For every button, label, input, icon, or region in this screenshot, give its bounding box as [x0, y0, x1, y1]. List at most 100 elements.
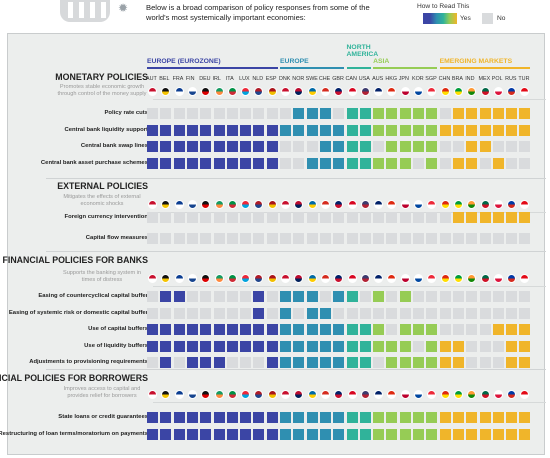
policy-cell	[466, 232, 478, 244]
region-line-na	[346, 67, 371, 69]
policy-cell	[226, 157, 238, 169]
policy-cell	[306, 412, 318, 423]
policy-cell	[373, 232, 385, 244]
policy-cell	[226, 412, 238, 423]
region-label-eu: EUROPE (EUROZONE)	[147, 58, 221, 65]
policy-cell	[346, 340, 358, 352]
policy-cell	[399, 141, 411, 152]
policy-cell	[333, 412, 345, 423]
section-subtitle: Promotes stable economic growth through …	[57, 84, 147, 97]
flag-icon	[374, 274, 384, 283]
policy-cell	[346, 291, 358, 302]
top-area: ✹ Below is a broad comparison of policy …	[0, 0, 550, 32]
policy-cell	[399, 232, 411, 244]
policy-cell	[173, 324, 185, 335]
flag-icon	[453, 87, 463, 96]
policy-row-label: Use of capital buffers	[88, 326, 148, 332]
flag-icon	[320, 87, 330, 96]
flag-icon	[214, 274, 224, 283]
policy-cell	[359, 232, 371, 244]
policy-cell	[426, 324, 438, 335]
policy-cell	[147, 124, 158, 136]
policy-cell	[426, 141, 438, 152]
policy-cell	[506, 212, 518, 223]
country-code: NLD	[252, 76, 264, 82]
gear-icon: ✹	[118, 1, 129, 15]
flag-icon	[281, 200, 290, 209]
policy-cell	[173, 232, 185, 244]
policy-cell	[200, 212, 212, 223]
flag-row-separator	[153, 402, 546, 403]
policy-cell	[413, 232, 424, 244]
policy-cell	[147, 157, 158, 169]
legend-no-label: No	[497, 15, 506, 22]
flag-icon	[241, 390, 251, 399]
policy-cell	[253, 141, 265, 152]
policy-cell	[319, 232, 331, 244]
flag-icon	[201, 200, 211, 209]
policy-cell	[386, 324, 398, 335]
policy-cell	[293, 412, 305, 423]
policy-cell	[492, 108, 504, 119]
policy-cell	[253, 291, 265, 302]
flag-icon	[387, 200, 397, 209]
flag-icon	[227, 200, 237, 209]
flag-icon	[241, 87, 251, 96]
policy-cell	[519, 357, 531, 368]
policy-cell	[226, 124, 238, 136]
policy-cell	[319, 157, 331, 169]
policy-cell	[173, 157, 185, 169]
policy-row-label: Policy rate cuts	[104, 110, 148, 116]
policy-cell	[506, 291, 518, 302]
policy-cell	[173, 357, 185, 368]
policy-row-label: Adjustments to provisioning requirements	[29, 359, 148, 365]
country-code: RUS	[505, 76, 517, 82]
policy-cell	[226, 307, 238, 319]
flag-icon	[320, 390, 330, 399]
policy-cell	[399, 124, 411, 136]
policy-cell	[213, 157, 225, 169]
policy-cell	[200, 141, 212, 152]
flag-icon	[480, 87, 490, 96]
policy-cell	[147, 108, 158, 119]
country-code: NOR	[292, 76, 305, 82]
flag-icon	[148, 87, 157, 96]
policy-cell	[213, 324, 225, 335]
policy-cell	[226, 291, 238, 302]
flag-icon	[294, 390, 304, 399]
policy-cell	[253, 324, 265, 335]
policy-cell	[213, 307, 225, 319]
policy-cell	[519, 212, 531, 223]
policy-cell	[413, 108, 424, 119]
flag-icon	[281, 390, 290, 399]
policy-row-label: State loans or credit guarantees	[58, 414, 148, 420]
policy-cell	[466, 428, 478, 440]
flag-icon	[414, 200, 423, 209]
flag-icon	[254, 390, 264, 399]
country-code: SGP	[425, 76, 437, 82]
flag-icon	[427, 87, 437, 96]
flag-icon	[440, 200, 450, 209]
policy-cell	[399, 412, 411, 423]
policy-cell	[413, 124, 424, 136]
flag-icon	[281, 87, 290, 96]
policy-cell	[186, 291, 198, 302]
policy-cell	[200, 232, 212, 244]
policy-cell	[413, 324, 424, 335]
policy-cell	[413, 428, 424, 440]
policy-cell	[386, 157, 398, 169]
flag-icon	[201, 274, 211, 283]
policy-cell	[186, 357, 198, 368]
policy-cell	[160, 357, 172, 368]
policy-cell	[346, 357, 358, 368]
policy-cell	[452, 141, 464, 152]
policy-cell	[506, 141, 518, 152]
policy-cell	[466, 340, 478, 352]
policy-cell	[479, 141, 491, 152]
policy-row-label: Foreign currency intervention	[64, 214, 148, 220]
flag-icon	[520, 87, 530, 96]
policy-cell	[519, 108, 531, 119]
flag-icon	[254, 87, 264, 96]
flag-icon	[307, 274, 317, 283]
policy-cell	[439, 340, 451, 352]
